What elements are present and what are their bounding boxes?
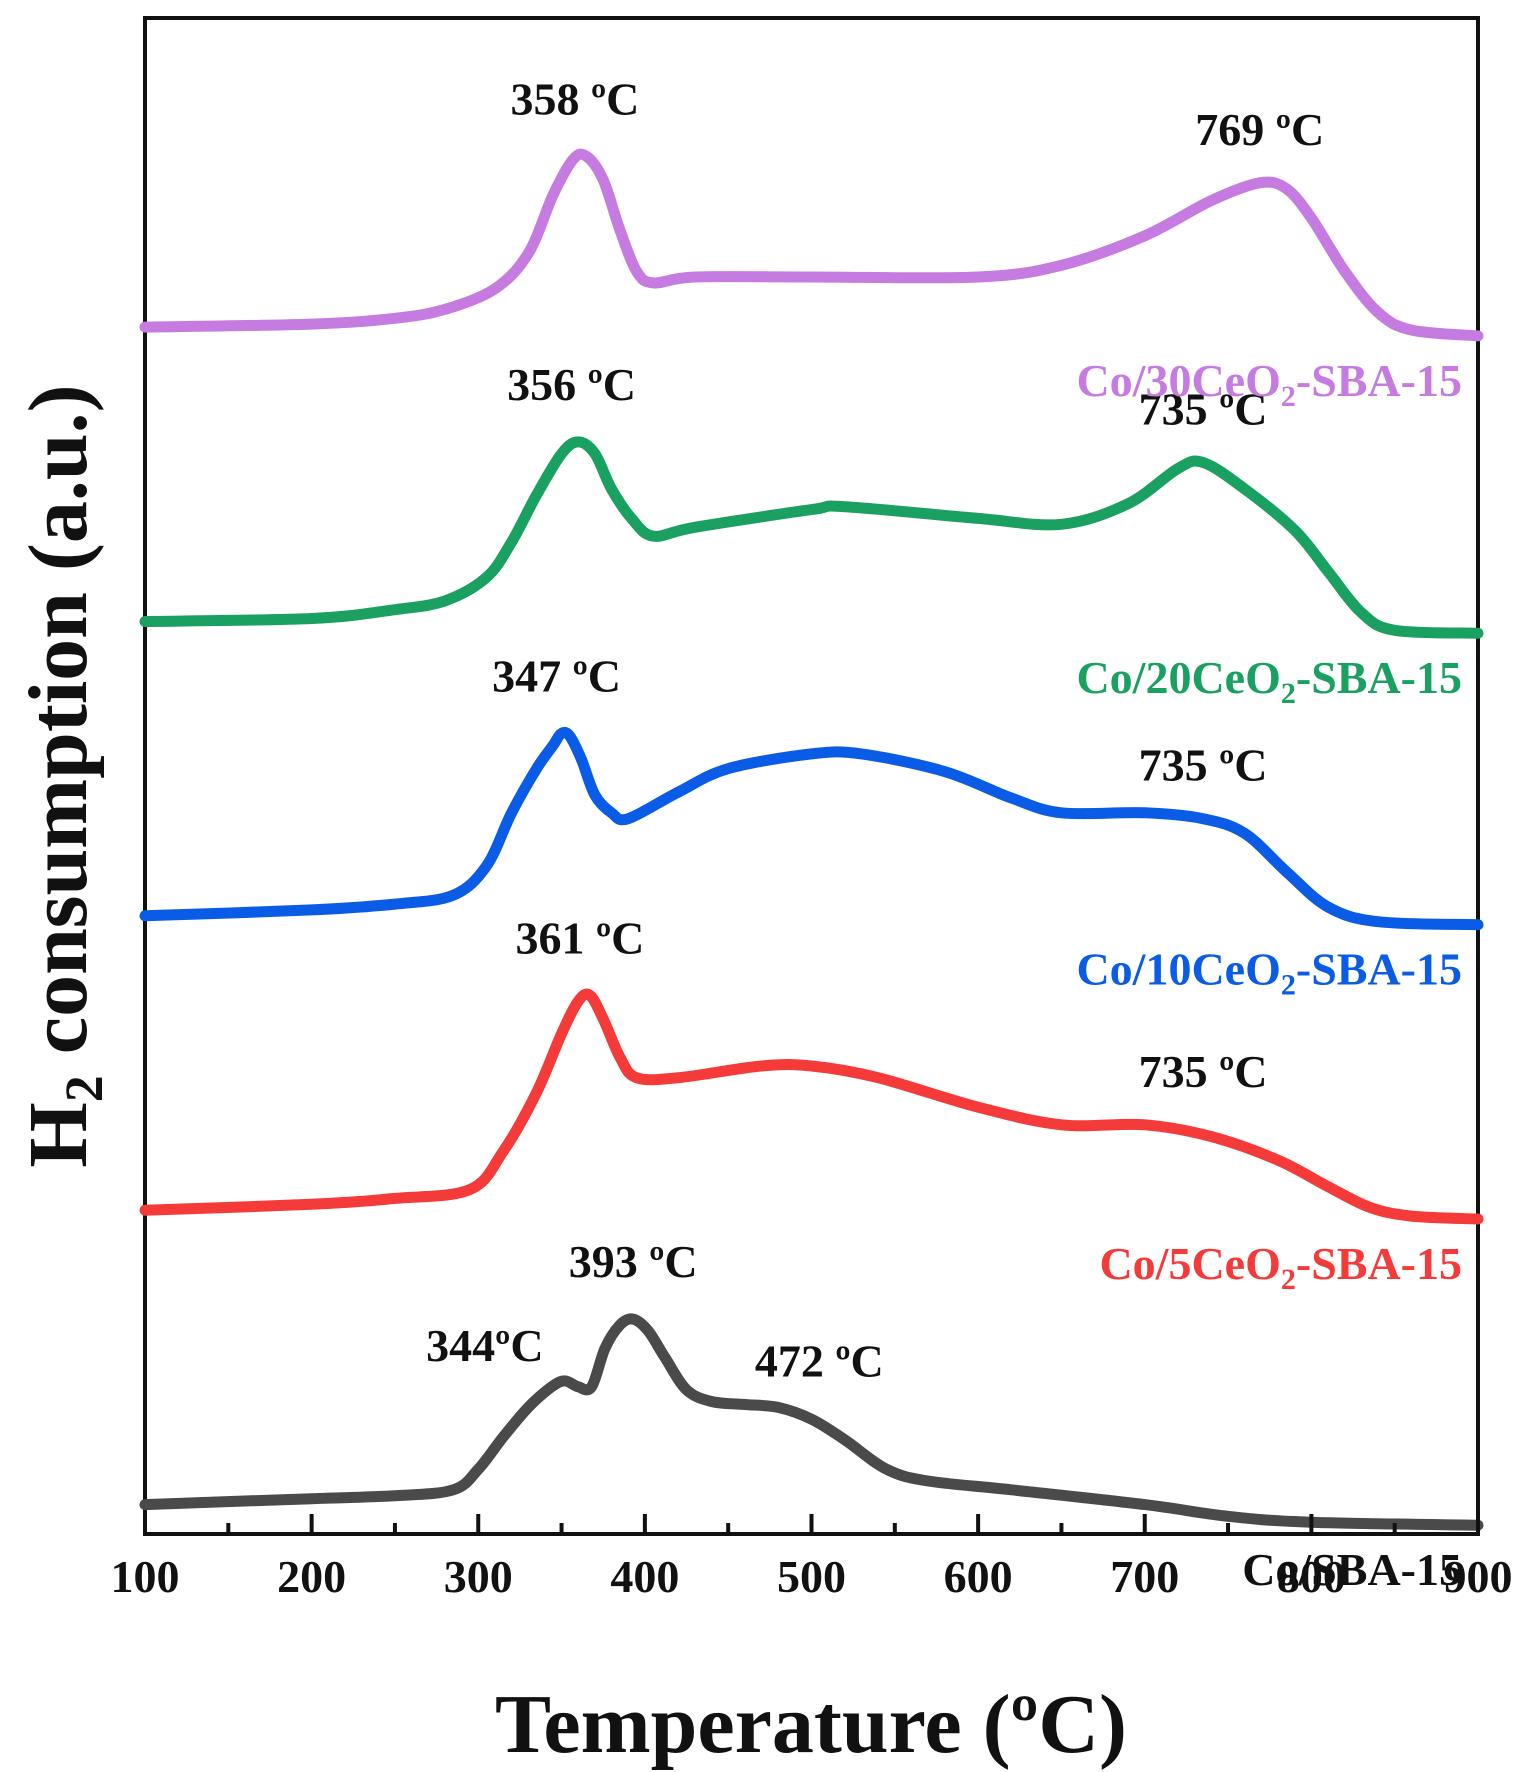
- x-tick-label: 500: [777, 1551, 846, 1602]
- peak-annotation: 356 ºC: [507, 359, 636, 410]
- series-label: Co/5CeO2-SBA-15: [1099, 1238, 1462, 1296]
- series-line-co-30ceo2-sba-15: [139, 148, 1484, 342]
- x-tick-label: 200: [277, 1551, 346, 1602]
- series-label-text: Co/30CeO: [1076, 355, 1280, 406]
- y-axis-title-rest: consumption (a.u.): [12, 384, 105, 1075]
- series-line-co-5ceo2-sba-15: [139, 988, 1484, 1225]
- series-layer: [139, 148, 1484, 1531]
- series-label-text: Co/20CeO: [1076, 652, 1280, 703]
- x-tick-label: 600: [944, 1551, 1013, 1602]
- series-label-text: Co/5CeO: [1099, 1238, 1280, 1289]
- x-axis: 100 200 300 400 500 600 700 800 900: [111, 1514, 1513, 1602]
- series-label-subscript: 2: [1281, 380, 1296, 413]
- peak-annotation: 735 ºC: [1139, 383, 1268, 434]
- series-label-suffix: -SBA-15: [1296, 355, 1462, 406]
- series-label-subscript: 2: [1281, 1263, 1296, 1296]
- series-label: Co/30CeO2-SBA-15: [1076, 355, 1462, 413]
- x-tick-labels: 100 200 300 400 500 600 700 800 900: [111, 1551, 1513, 1602]
- series-label-text: Co/10CeO: [1076, 944, 1280, 995]
- series-line-co-20ceo2-sba-15: [139, 436, 1484, 639]
- peak-annotation: 344ºC: [426, 1320, 543, 1371]
- series-label: Co/SBA-15: [1242, 1544, 1462, 1595]
- series-label-suffix: -SBA-15: [1296, 1238, 1462, 1289]
- peak-annotation: 735 ºC: [1139, 740, 1268, 791]
- series-label: Co/10CeO2-SBA-15: [1076, 944, 1462, 1002]
- x-tick-label: 900: [1444, 1551, 1513, 1602]
- series-label-suffix: -SBA-15: [1296, 944, 1462, 995]
- series-line-co-10ceo2-sba-15: [139, 726, 1484, 931]
- peak-annotation: 358 ºC: [510, 73, 639, 124]
- peak-annotation: 735 ºC: [1139, 1046, 1268, 1097]
- plot-frame: [143, 16, 1480, 1536]
- series-label-subscript: 2: [1281, 969, 1296, 1002]
- peak-annotation: 393 ºC: [569, 1236, 698, 1287]
- x-tick-label: 300: [444, 1551, 513, 1602]
- x-tick-label: 400: [610, 1551, 679, 1602]
- x-tick-label: 800: [1277, 1551, 1346, 1602]
- series-label-text: Co/SBA-15: [1242, 1544, 1462, 1595]
- series-label-subscript: 2: [1281, 677, 1296, 710]
- x-tick-label: 100: [111, 1551, 180, 1602]
- x-ticks: [143, 1514, 1480, 1534]
- y-axis-title-main: H: [12, 1102, 105, 1167]
- x-tick-label: 700: [1110, 1551, 1179, 1602]
- peak-annotation: 472 ºC: [755, 1335, 884, 1386]
- series-label-suffix: -SBA-15: [1296, 652, 1462, 703]
- y-axis-title-sub: 2: [54, 1075, 114, 1102]
- y-axis-title: H2 consumption (a.u.): [12, 384, 114, 1167]
- annotation-layer: 358 ºC 769 ºC 356 ºC 735 ºC 347 ºC 735 ºC 361 …: [426, 73, 1324, 1386]
- series-line-co-sba-15: [139, 1313, 1484, 1531]
- series-label: Co/20CeO2-SBA-15: [1076, 652, 1462, 710]
- peak-annotation: 361 ºC: [515, 912, 644, 963]
- series-label-layer: Co/30CeO2-SBA-15Co/20CeO2-SBA-15Co/10CeO…: [1076, 355, 1462, 1595]
- peak-annotation: 769 ºC: [1195, 104, 1324, 155]
- plot-area: 358 ºC 769 ºC 356 ºC 735 ºC 347 ºC 735 ºC 361 …: [139, 16, 1484, 1595]
- peak-annotation: 347 ºC: [492, 650, 621, 701]
- x-axis-title: Temperature (ºC): [495, 1678, 1127, 1771]
